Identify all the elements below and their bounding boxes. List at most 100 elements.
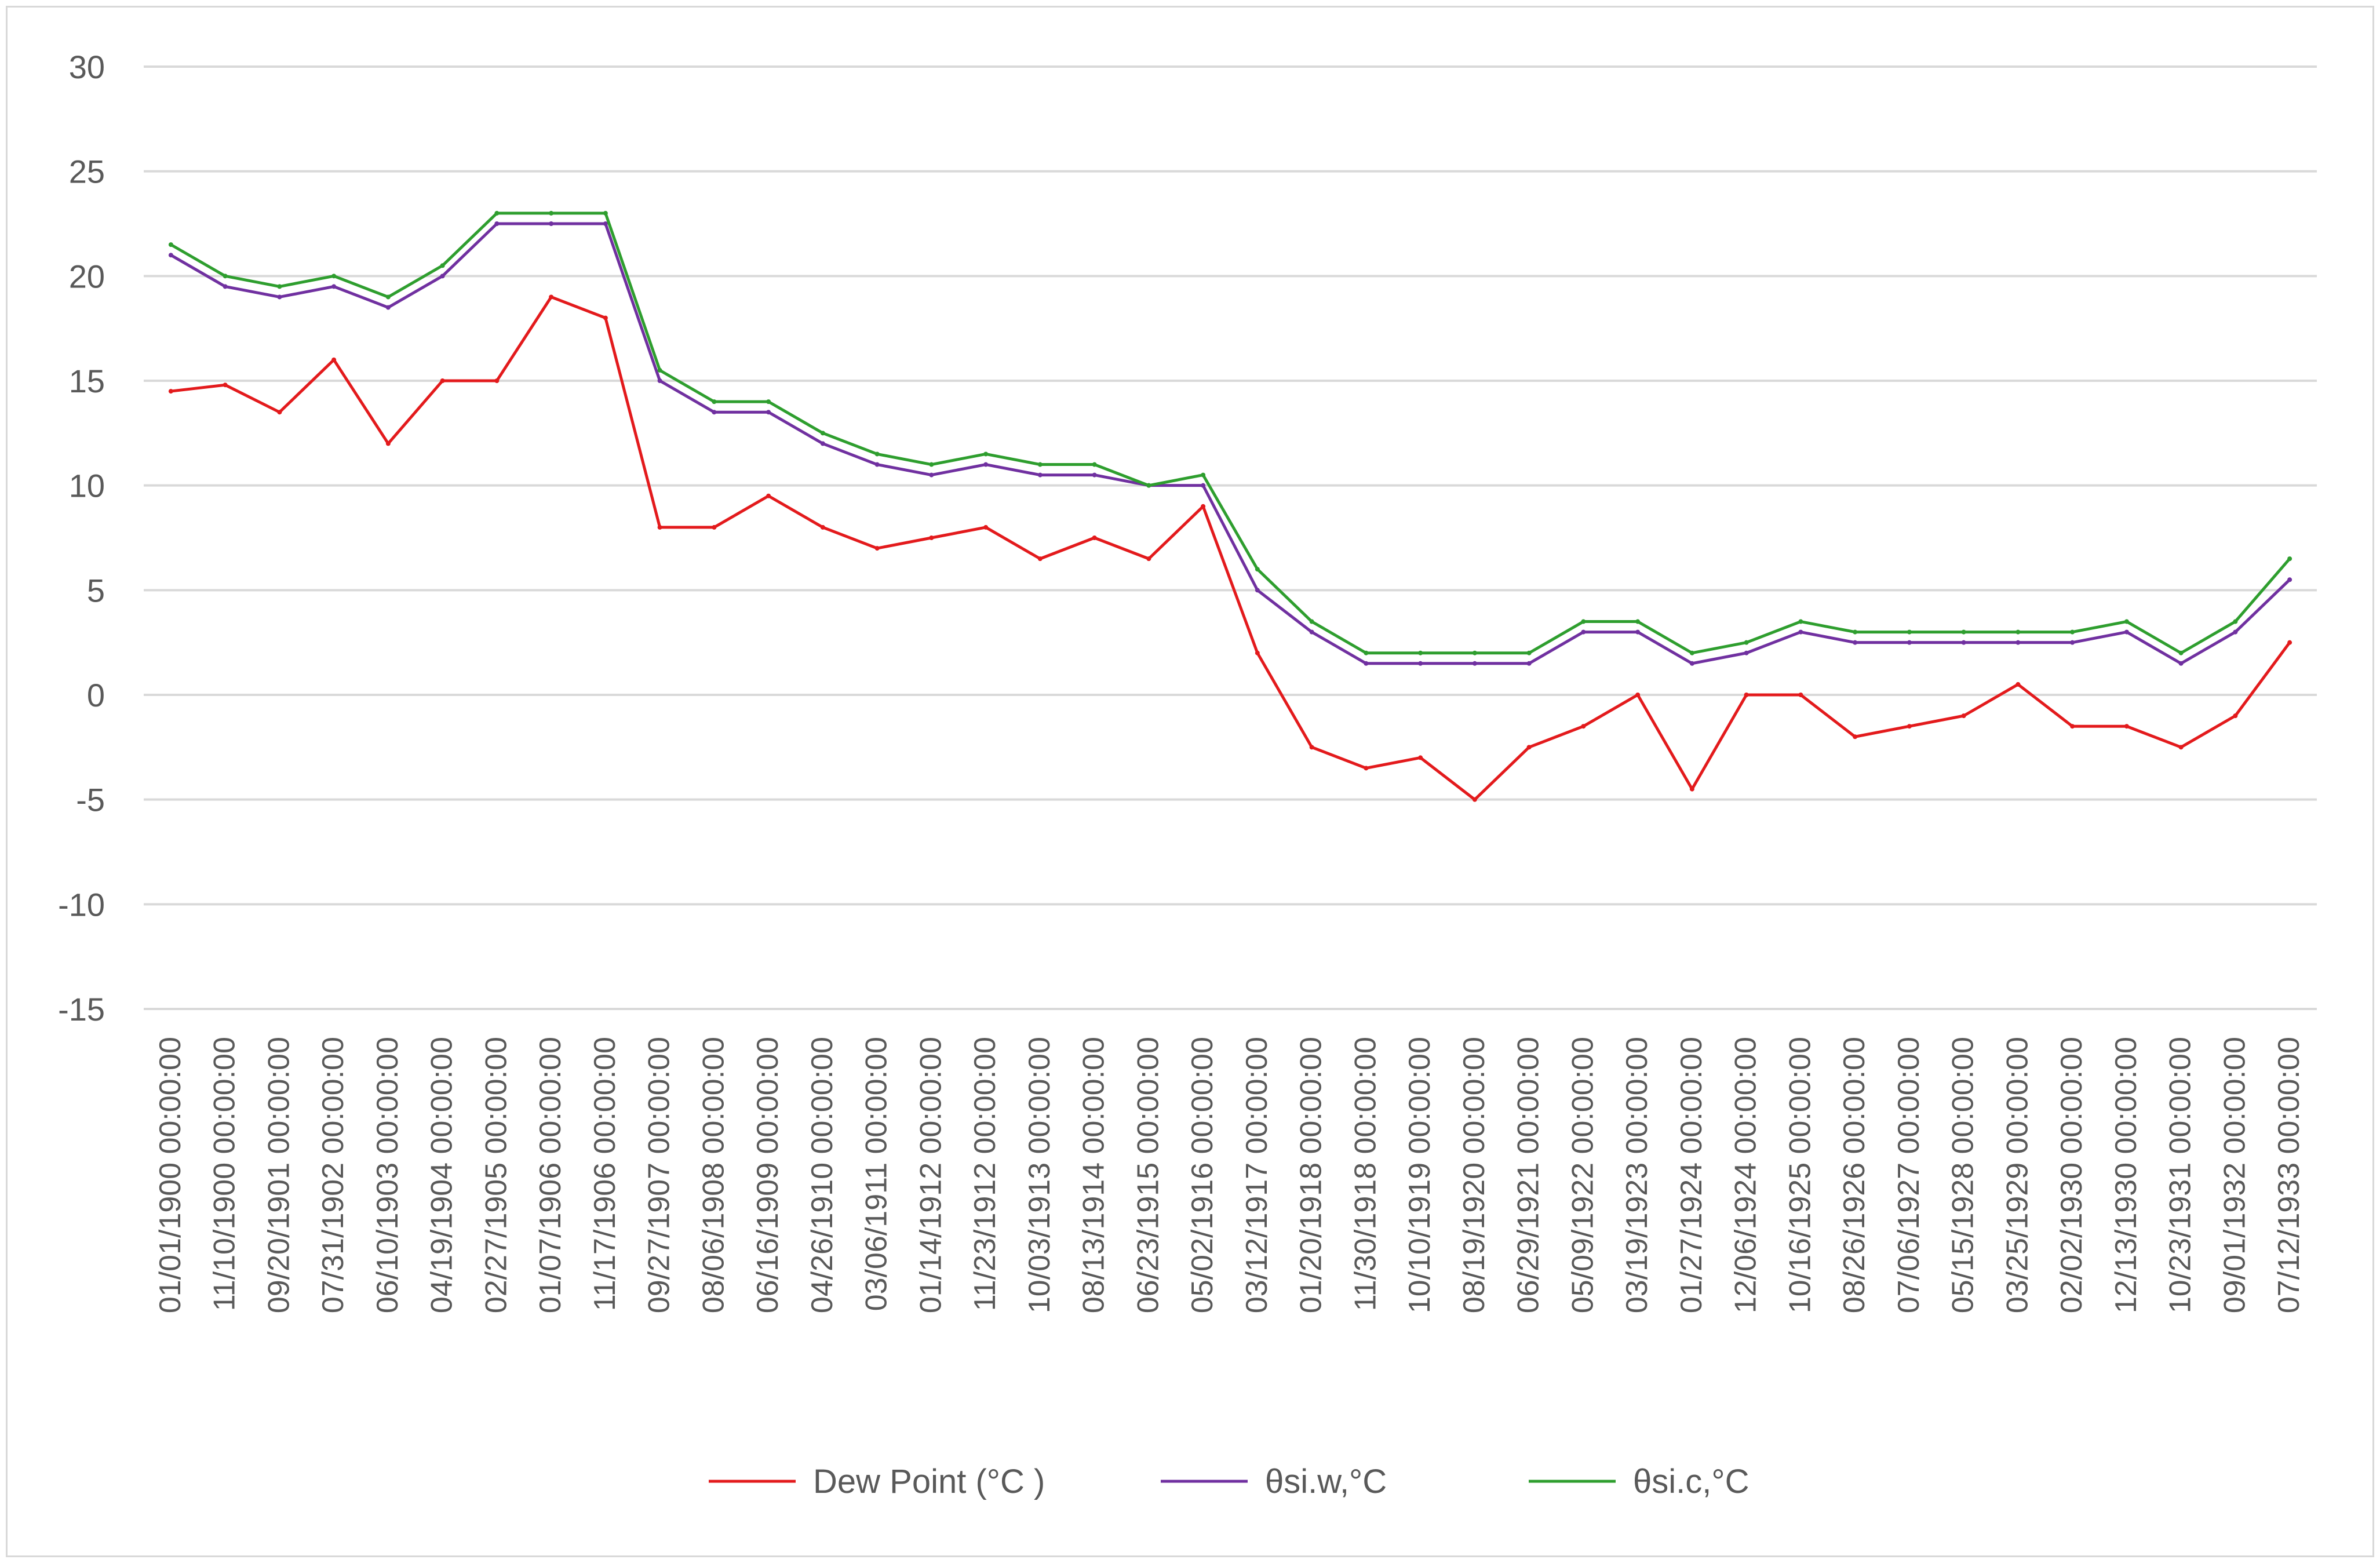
- data-point: [1689, 650, 1694, 655]
- data-point: [1635, 629, 1641, 635]
- data-point: [549, 294, 554, 300]
- x-tick-label: 11/17/1906 00:00:00: [588, 1037, 622, 1311]
- x-tick-label: 03/06/1911 00:00:00: [860, 1037, 894, 1311]
- data-point: [874, 451, 880, 457]
- data-point: [874, 462, 880, 467]
- legend-label: Dew Point (°C ): [813, 1463, 1045, 1500]
- x-tick-label: 06/23/1915 00:00:00: [1131, 1037, 1165, 1313]
- x-tick-label: 04/19/1904 00:00:00: [425, 1037, 459, 1313]
- data-point: [1961, 629, 1966, 635]
- data-point: [1581, 724, 1586, 729]
- data-point: [2124, 619, 2129, 624]
- x-tick-label: 07/06/1927 00:00:00: [1892, 1037, 1926, 1313]
- data-point: [1418, 661, 1423, 666]
- data-point: [929, 535, 934, 540]
- x-tick-label: 11/30/1918 00:00:00: [1348, 1037, 1382, 1311]
- data-point: [1364, 650, 1369, 655]
- data-point: [2287, 640, 2292, 645]
- data-point: [1146, 556, 1151, 562]
- data-point: [1364, 661, 1369, 666]
- data-point: [440, 378, 445, 383]
- data-point: [494, 378, 500, 383]
- x-tick-label: 10/23/1931 00:00:00: [2164, 1037, 2197, 1313]
- y-tick-label: 15: [69, 363, 105, 399]
- data-point: [712, 410, 717, 415]
- y-tick-label: -5: [76, 782, 105, 818]
- x-tick-label: 01/14/1912 00:00:00: [914, 1037, 947, 1313]
- data-point: [1364, 766, 1369, 771]
- x-tick-label: 03/25/1929 00:00:00: [2000, 1037, 2034, 1313]
- data-point: [1309, 745, 1314, 750]
- series-2: [168, 221, 2292, 666]
- data-point: [1472, 650, 1477, 655]
- data-point: [1092, 462, 1097, 467]
- x-tick-label: 11/23/1912 00:00:00: [968, 1037, 1002, 1311]
- data-point: [277, 284, 282, 289]
- data-point: [603, 315, 608, 320]
- data-point: [168, 389, 173, 394]
- data-point: [1744, 693, 1749, 697]
- x-tick-label: 02/27/1905 00:00:00: [479, 1037, 513, 1313]
- y-tick-label: -15: [58, 991, 105, 1028]
- data-point: [2233, 619, 2238, 624]
- data-point: [1961, 713, 1966, 719]
- y-tick-label: 0: [87, 677, 105, 713]
- data-point: [549, 210, 554, 216]
- data-point: [1526, 745, 1532, 750]
- data-point: [766, 399, 771, 405]
- data-point: [277, 410, 282, 415]
- x-tick-label: 04/26/1910 00:00:00: [806, 1037, 839, 1313]
- data-point: [1635, 619, 1641, 624]
- legend-label: θsi.c,°C: [1633, 1463, 1749, 1500]
- data-point: [1092, 472, 1097, 478]
- x-tick-label: 05/15/1928 00:00:00: [1947, 1037, 1980, 1313]
- series-line: [170, 295, 2291, 801]
- y-axis-ticks: 30 25 20 15 10 5 0 -5 -10 -15: [58, 49, 105, 1028]
- x-tick-label: 12/06/1924 00:00:00: [1729, 1037, 1763, 1313]
- x-tick-label: 07/31/1902 00:00:00: [316, 1037, 350, 1313]
- data-point: [2070, 629, 2075, 635]
- data-point: [1472, 661, 1477, 666]
- data-point: [1798, 619, 1803, 624]
- x-tick-label: 10/16/1925 00:00:00: [1783, 1037, 1817, 1313]
- x-tick-label: 11/10/1900 00:00:00: [208, 1037, 242, 1311]
- x-tick-label: 08/06/1908 00:00:00: [697, 1037, 730, 1313]
- y-tick-label: 30: [69, 49, 105, 85]
- data-point: [1255, 588, 1260, 593]
- data-point: [1744, 650, 1749, 655]
- data-point: [1146, 483, 1151, 488]
- data-point: [712, 524, 717, 530]
- y-tick-label: -10: [58, 886, 105, 923]
- data-point: [1526, 661, 1532, 666]
- legend-item: θsi.c,°C: [1529, 1463, 1749, 1500]
- data-point: [1472, 797, 1477, 802]
- data-point: [1907, 640, 1912, 645]
- data-point: [549, 221, 554, 226]
- data-point: [1744, 640, 1749, 645]
- data-point: [440, 263, 445, 268]
- data-point: [331, 284, 337, 289]
- data-point: [2124, 724, 2129, 729]
- data-point: [983, 524, 989, 530]
- data-point: [1526, 650, 1532, 655]
- data-point: [494, 221, 500, 226]
- data-point: [1853, 629, 1858, 635]
- data-point: [1092, 535, 1097, 540]
- legend-label: θsi.w,°C: [1265, 1463, 1387, 1500]
- data-point: [929, 472, 934, 478]
- grid-lines: [144, 65, 2317, 1010]
- data-point: [2070, 724, 2075, 729]
- data-point: [1201, 472, 1206, 478]
- data-point: [1201, 504, 1206, 509]
- x-tick-label: 06/29/1921 00:00:00: [1512, 1037, 1546, 1313]
- series-line: [170, 222, 2291, 665]
- data-point: [385, 441, 391, 446]
- x-tick-label: 01/07/1906 00:00:00: [534, 1037, 567, 1313]
- data-point: [223, 382, 228, 388]
- x-tick-label: 02/02/1930 00:00:00: [2055, 1037, 2089, 1313]
- data-point: [1853, 640, 1858, 645]
- x-tick-label: 01/27/1924 00:00:00: [1675, 1037, 1708, 1313]
- data-point: [1418, 650, 1423, 655]
- data-point: [440, 274, 445, 279]
- data-point: [657, 524, 662, 530]
